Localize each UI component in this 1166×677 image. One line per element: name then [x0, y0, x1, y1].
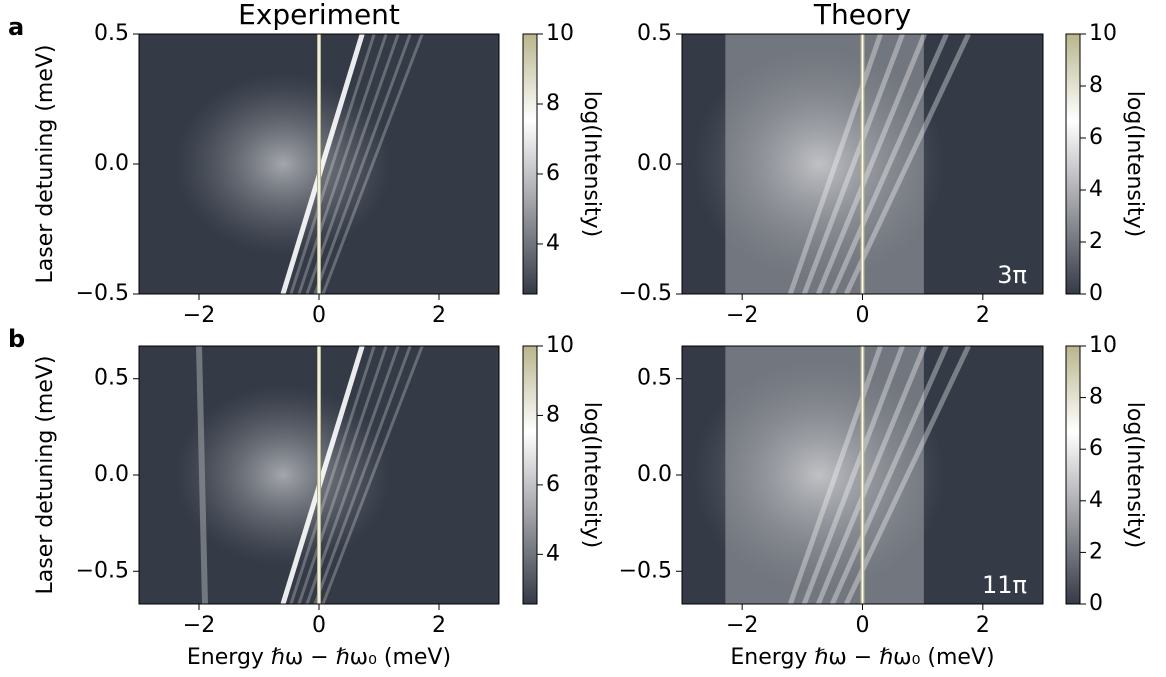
annotation: 3π [997, 261, 1027, 289]
colorbar-tick-label: 10 [546, 333, 574, 358]
y-tick-label: −0.5 [76, 558, 129, 583]
x-tick-label: −2 [183, 303, 215, 328]
heatmap [139, 34, 499, 294]
colorbar-tick-label: 10 [1089, 333, 1117, 358]
colorbar-label: log(Intensity) [579, 91, 604, 237]
heatmap [682, 34, 1043, 294]
x-axis-label: Energy ℏω − ℏω₀ (meV) [730, 645, 994, 670]
x-tick-label: 0 [312, 613, 326, 638]
y-axis-label: Laser detuning (meV) [33, 45, 58, 284]
colorbar-tick-label: 2 [1089, 539, 1103, 564]
y-tick-label: 0.0 [637, 151, 672, 176]
heatmap-streak [297, 34, 388, 294]
colorbar [1065, 345, 1081, 605]
y-tick-label: 0.5 [637, 21, 672, 46]
colorbar-tick-label: 4 [1089, 177, 1103, 202]
colorbar-tick-label: 6 [546, 472, 560, 497]
colorbar-tick-label: 0 [1089, 591, 1103, 616]
colorbar-label: log(Intensity) [1122, 402, 1147, 548]
heatmap-glow [175, 384, 391, 566]
colorbar-tick-label: 4 [546, 231, 560, 256]
heatmap [139, 346, 499, 604]
x-tick-label: 2 [432, 613, 446, 638]
heatmap-streak [844, 346, 971, 604]
x-tick-label: 2 [976, 613, 990, 638]
colorbar-tick-label: 8 [546, 402, 560, 427]
x-tick-label: 0 [856, 613, 870, 638]
heatmap-streak [815, 346, 927, 604]
colorbar-label: log(Intensity) [579, 402, 604, 548]
heatmap-streak [830, 34, 949, 294]
y-tick-label: 0.5 [94, 21, 129, 46]
colorbar-tick-label: 6 [1089, 436, 1103, 461]
colorbar-tick-label: 4 [1089, 488, 1103, 513]
x-axis-label: Energy ℏω − ℏω₀ (meV) [187, 645, 451, 670]
x-tick-label: 0 [856, 303, 870, 328]
colorbar-tick-label: 2 [1089, 229, 1103, 254]
x-tick-label: −2 [183, 613, 215, 638]
colorbar-tick-label: 6 [1089, 125, 1103, 150]
panel-title: Theory [813, 0, 911, 31]
heatmap-streak [313, 34, 412, 294]
heatmap-streak [196, 346, 208, 604]
panel-label: b [8, 325, 25, 353]
heatmap-glow [692, 47, 946, 281]
heatmap-streak [787, 346, 883, 604]
heatmap-streak [280, 346, 365, 604]
colorbar-tick-label: 0 [1089, 281, 1103, 306]
colorbar-tick-label: 8 [1089, 73, 1103, 98]
colorbar-tick-label: 8 [1089, 385, 1103, 410]
heatmap-streak [787, 34, 883, 294]
heatmap-streak [289, 346, 376, 604]
colorbar-tick-label: 8 [546, 91, 560, 116]
colorbar-tick-label: 10 [1089, 21, 1117, 46]
heatmap-streak [815, 34, 927, 294]
heatmap-streak [280, 34, 365, 294]
colorbar-tick-label: 10 [546, 21, 574, 46]
x-tick-label: 2 [976, 303, 990, 328]
heatmap-streak [801, 346, 905, 604]
x-tick-label: −2 [726, 303, 758, 328]
colorbar [522, 345, 538, 605]
colorbar-label: log(Intensity) [1122, 91, 1147, 237]
heatmap-streak [321, 346, 424, 604]
y-tick-label: 0.0 [94, 151, 129, 176]
heatmap-glow [692, 358, 946, 592]
colorbar [522, 33, 538, 295]
x-tick-label: 2 [432, 303, 446, 328]
heatmap-streak [830, 346, 949, 604]
colorbar-tick-label: 4 [546, 541, 560, 566]
panel-label: a [8, 13, 24, 41]
heatmap-streak [297, 346, 388, 604]
x-tick-label: 0 [312, 303, 326, 328]
y-tick-label: 0.0 [637, 462, 672, 487]
heatmap-streak [321, 34, 424, 294]
colorbar [1065, 33, 1081, 295]
y-tick-label: −0.5 [619, 558, 672, 583]
heatmap-streak [844, 34, 971, 294]
heatmap-streak [289, 34, 376, 294]
heatmap-glow [175, 73, 391, 255]
heatmap-streak [313, 346, 412, 604]
colorbar-tick-label: 6 [546, 161, 560, 186]
heatmap-streak [801, 34, 905, 294]
y-tick-label: 0.0 [94, 462, 129, 487]
heatmap-streak [305, 34, 400, 294]
heatmap-streak [305, 346, 400, 604]
panel-title: Experiment [238, 0, 400, 31]
y-axis-label: Laser detuning (meV) [33, 356, 58, 595]
x-tick-label: −2 [726, 613, 758, 638]
annotation: 11π [982, 571, 1027, 599]
y-tick-label: −0.5 [76, 281, 129, 306]
y-tick-label: −0.5 [619, 281, 672, 306]
heatmap [682, 346, 1043, 604]
y-tick-label: 0.5 [94, 366, 129, 391]
y-tick-label: 0.5 [637, 366, 672, 391]
